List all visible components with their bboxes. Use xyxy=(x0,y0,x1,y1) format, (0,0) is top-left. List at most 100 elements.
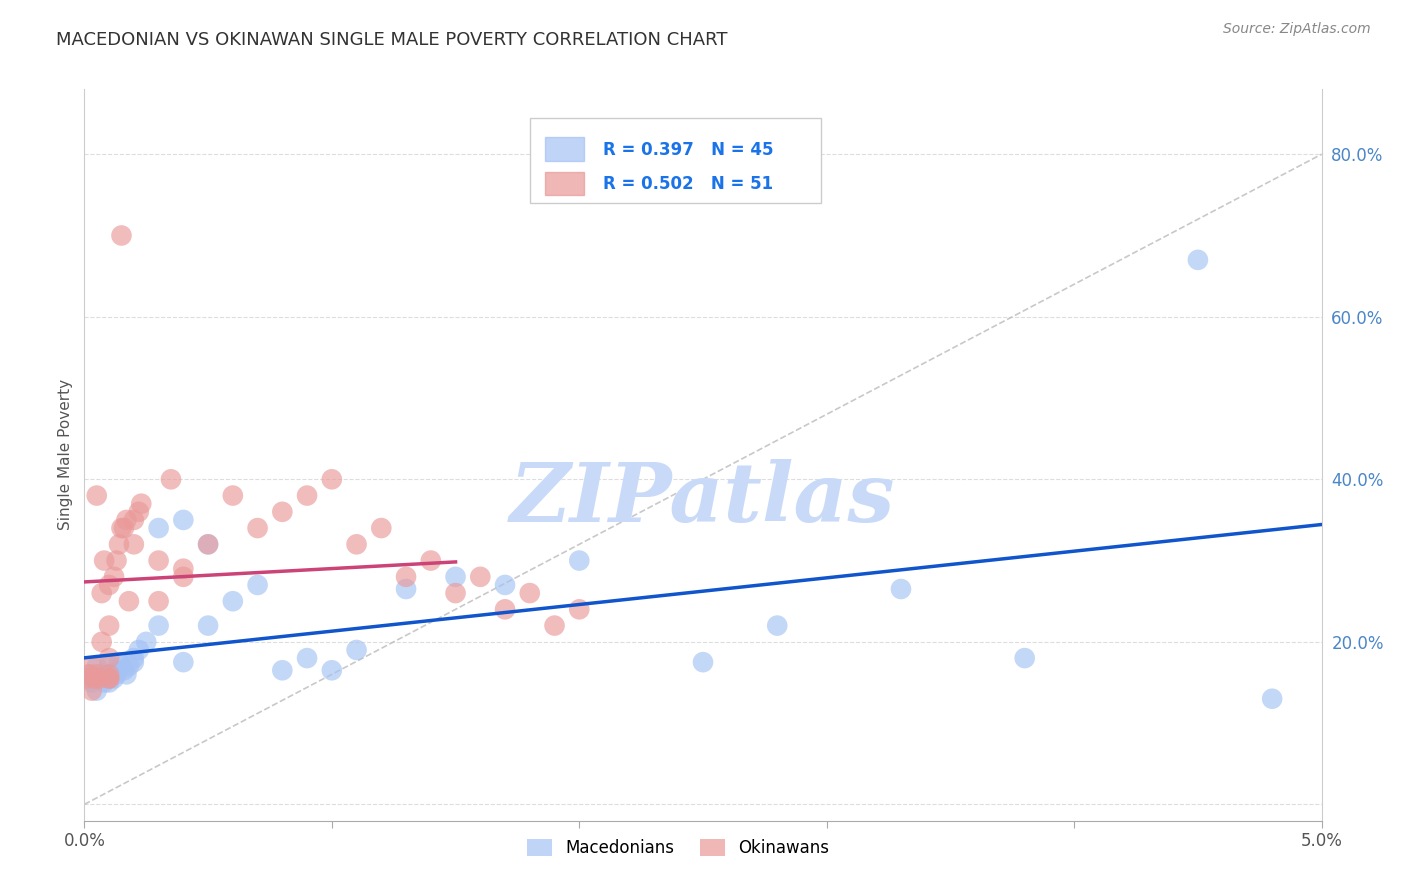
Point xyxy=(172,655,194,669)
Bar xyxy=(544,172,585,195)
Point xyxy=(93,553,115,567)
Point xyxy=(1014,651,1036,665)
Point xyxy=(1261,691,1284,706)
Point xyxy=(160,472,183,486)
Point xyxy=(148,521,170,535)
Point xyxy=(98,672,121,686)
Point xyxy=(135,635,157,649)
Point xyxy=(98,667,121,681)
Point xyxy=(890,582,912,596)
Point xyxy=(148,594,170,608)
FancyBboxPatch shape xyxy=(530,119,821,202)
Point xyxy=(129,497,152,511)
Point xyxy=(76,672,98,686)
Point xyxy=(86,659,108,673)
Point xyxy=(519,586,541,600)
Point xyxy=(395,582,418,596)
Point xyxy=(295,489,318,503)
Point xyxy=(172,570,194,584)
Point xyxy=(115,667,138,681)
Point xyxy=(246,521,269,535)
Point xyxy=(148,618,170,632)
Point xyxy=(766,618,789,632)
Point xyxy=(93,675,115,690)
Point xyxy=(172,562,194,576)
Point xyxy=(110,521,132,535)
Point xyxy=(128,643,150,657)
Point xyxy=(346,537,368,551)
Point xyxy=(271,505,294,519)
Point xyxy=(98,675,121,690)
Point xyxy=(395,570,418,584)
Bar xyxy=(544,137,585,161)
Text: R = 0.397   N = 45: R = 0.397 N = 45 xyxy=(603,141,773,159)
Point xyxy=(89,672,111,686)
Point xyxy=(494,602,516,616)
Point xyxy=(568,602,591,616)
Point xyxy=(222,489,245,503)
Point xyxy=(444,570,467,584)
Point xyxy=(197,618,219,632)
Point xyxy=(115,513,138,527)
Point xyxy=(370,521,392,535)
Point xyxy=(122,651,145,665)
Point xyxy=(80,659,103,673)
Point xyxy=(110,659,132,673)
Point xyxy=(98,651,121,665)
Point xyxy=(295,651,318,665)
Point xyxy=(90,586,112,600)
Y-axis label: Single Male Poverty: Single Male Poverty xyxy=(58,379,73,531)
Point xyxy=(271,663,294,677)
Point xyxy=(90,667,112,681)
Point xyxy=(1187,252,1209,267)
Point xyxy=(86,489,108,503)
Point xyxy=(122,537,145,551)
Point xyxy=(103,570,125,584)
Point xyxy=(90,635,112,649)
Point xyxy=(444,586,467,600)
Point xyxy=(83,672,105,686)
Point xyxy=(118,594,141,608)
Point xyxy=(110,228,132,243)
Point xyxy=(83,672,105,686)
Point xyxy=(246,578,269,592)
Point xyxy=(222,594,245,608)
Point xyxy=(197,537,219,551)
Point xyxy=(692,655,714,669)
Point xyxy=(98,618,121,632)
Point xyxy=(86,683,108,698)
Point xyxy=(128,505,150,519)
Text: MACEDONIAN VS OKINAWAN SINGLE MALE POVERTY CORRELATION CHART: MACEDONIAN VS OKINAWAN SINGLE MALE POVER… xyxy=(56,31,728,49)
Point xyxy=(89,672,111,686)
Point xyxy=(98,578,121,592)
Point xyxy=(568,553,591,567)
Point xyxy=(98,672,121,686)
Point xyxy=(543,618,565,632)
Point xyxy=(122,513,145,527)
Point xyxy=(108,537,131,551)
Point xyxy=(105,553,128,567)
Point xyxy=(197,537,219,551)
Point xyxy=(105,667,128,681)
Point xyxy=(494,578,516,592)
Point xyxy=(172,513,194,527)
Point xyxy=(321,663,343,677)
Point xyxy=(80,683,103,698)
Text: Source: ZipAtlas.com: Source: ZipAtlas.com xyxy=(1223,22,1371,37)
Point xyxy=(148,553,170,567)
Point xyxy=(419,553,441,567)
Text: ZIPatlas: ZIPatlas xyxy=(510,458,896,539)
Point xyxy=(79,667,101,681)
Text: R = 0.502   N = 51: R = 0.502 N = 51 xyxy=(603,175,773,193)
Point xyxy=(98,659,121,673)
Point xyxy=(80,675,103,690)
Point xyxy=(112,521,135,535)
Point xyxy=(98,667,121,681)
Point xyxy=(103,672,125,686)
Point xyxy=(86,667,108,681)
Point xyxy=(98,672,121,686)
Point xyxy=(79,667,101,681)
Point xyxy=(112,663,135,677)
Point xyxy=(122,655,145,669)
Point xyxy=(118,659,141,673)
